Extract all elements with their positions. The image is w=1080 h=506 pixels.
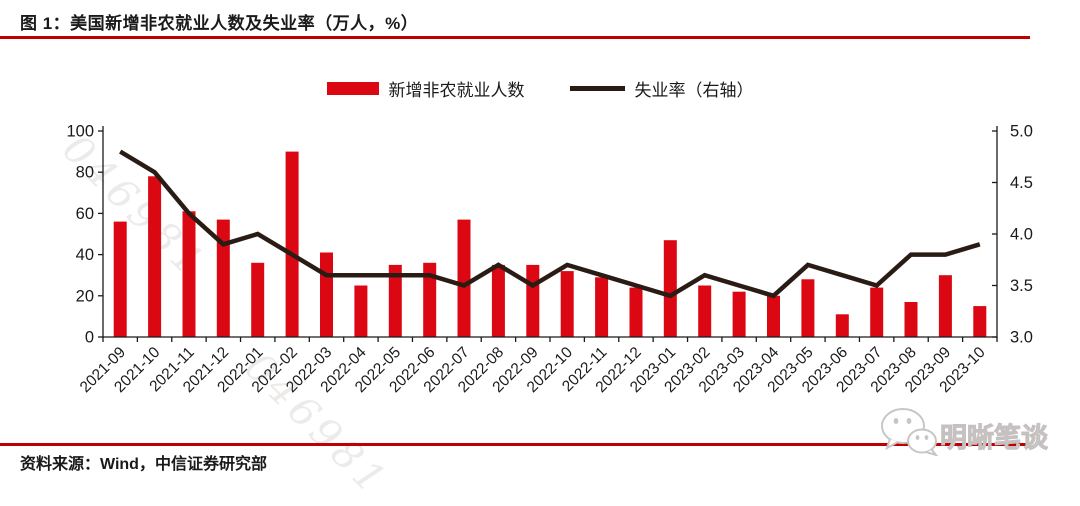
bar-2022-10 — [560, 271, 574, 337]
bar-2021-12 — [216, 219, 230, 337]
bar-2022-02 — [285, 151, 299, 337]
bar-2023-03 — [732, 291, 746, 337]
brand-watermark-text: 明晰笔谈 — [940, 422, 1048, 453]
bar-2023-10 — [973, 306, 987, 337]
left-axis-tick-label: 20 — [76, 287, 94, 305]
left-axis-tick-label: 80 — [76, 164, 94, 182]
right-axis-tick-label: 4.0 — [1010, 226, 1033, 244]
bar-2023-05 — [801, 279, 815, 337]
right-axis-tick-label: 3.0 — [1010, 329, 1033, 347]
bar-2022-05 — [388, 264, 402, 337]
title-underline — [0, 36, 1030, 39]
bar-2022-07 — [457, 219, 471, 337]
left-axis-tick-label: 60 — [76, 205, 94, 223]
bar-2023-07 — [870, 287, 884, 337]
bar-swatch-icon — [326, 82, 379, 95]
bar-2022-01 — [251, 262, 265, 337]
left-axis-tick-label: 0 — [85, 329, 94, 347]
legend-bar-label: 新增非农就业人数 — [388, 81, 525, 100]
bar-2022-06 — [423, 262, 437, 337]
bar-2023-06 — [835, 314, 849, 337]
bar-2022-03 — [320, 252, 333, 337]
legend-line-label: 失业率（右轴） — [634, 81, 754, 100]
bar-2022-12 — [629, 287, 643, 337]
bar-2022-04 — [354, 285, 368, 337]
bar-2022-09 — [526, 264, 540, 337]
brand-watermark: 明晰笔谈 — [881, 408, 1048, 456]
legend-item-line: 失业率（右轴） — [569, 76, 754, 101]
bar-2023-01 — [663, 240, 677, 337]
figure-title: 图 1：美国新增非农就业人数及失业率（万人，%） — [20, 14, 419, 33]
right-axis-tick-label: 3.5 — [1010, 277, 1033, 295]
right-axis-tick-label: 5.0 — [1010, 123, 1033, 141]
left-axis-tick-label: 40 — [76, 246, 94, 264]
chart-canvas: 0204060801003.03.54.04.55.02021-092021-1… — [66, 123, 1033, 397]
legend-item-bars: 新增非农就业人数 — [326, 76, 525, 101]
footer-rule — [0, 443, 1030, 446]
bar-2023-08 — [904, 302, 918, 337]
unemployment-line — [119, 149, 981, 299]
bar-2023-04 — [767, 295, 780, 337]
bar-2023-02 — [698, 285, 712, 337]
wechat-icon — [881, 408, 939, 456]
bar-2021-09 — [113, 221, 127, 337]
chart-legend: 新增非农就业人数 失业率（右轴） — [0, 76, 1080, 101]
bar-2022-08 — [491, 264, 505, 337]
right-axis-tick-label: 4.5 — [1010, 174, 1033, 192]
bar-2021-11 — [182, 211, 196, 337]
left-axis-tick-label: 100 — [66, 123, 94, 141]
bar-2022-11 — [595, 277, 609, 337]
bar-2023-09 — [938, 275, 952, 337]
bar-2021-10 — [148, 176, 162, 337]
line-swatch-icon — [569, 86, 625, 91]
source-note: 资料来源：Wind，中信证券研究部 — [20, 456, 267, 473]
wechat-icon-eyes — [893, 418, 929, 440]
